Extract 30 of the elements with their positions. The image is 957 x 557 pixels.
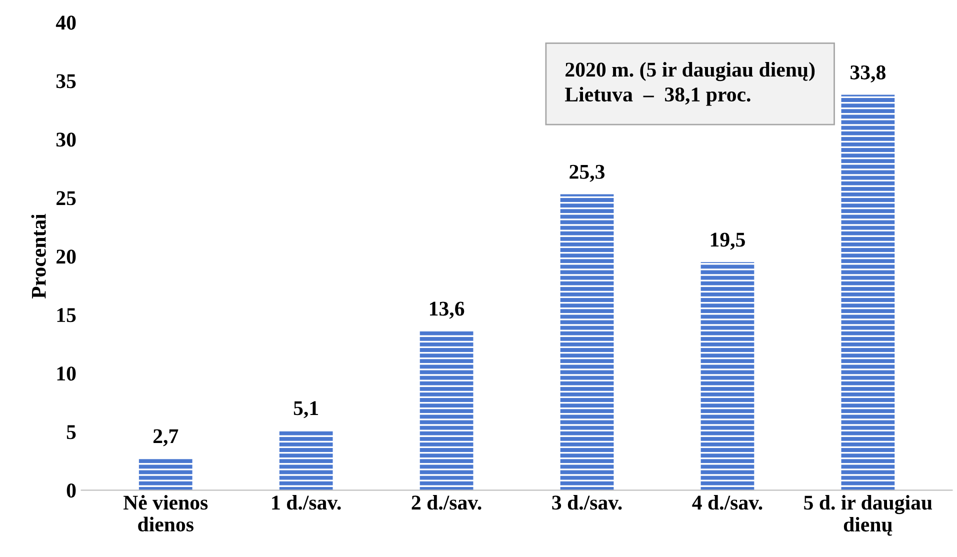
bar <box>138 458 192 490</box>
y-tick-label: 0 <box>66 484 76 498</box>
y-tick-label: 35 <box>56 74 76 88</box>
bar <box>560 194 614 490</box>
data-label: 13,6 <box>430 302 464 319</box>
bar <box>841 94 895 490</box>
x-tick-label: 2 d./sav. <box>412 495 482 510</box>
data-label: 2,7 <box>153 429 178 446</box>
y-tick-label: 5 <box>66 425 76 440</box>
x-tick-label: 1 d./sav. <box>272 495 341 510</box>
bar <box>279 430 333 490</box>
y-tick-label: 25 <box>56 191 76 206</box>
x-tick-label: Nė vienos dienos <box>123 495 208 532</box>
annotation: 2020 m. (5 ir daugiau dienų) <box>566 62 815 82</box>
bar <box>700 262 754 490</box>
annotation: Lietuva – 38,1 proc. <box>565 86 750 106</box>
data-label: 5,1 <box>294 401 318 418</box>
x-tick-label: 3 d./sav. <box>552 495 622 510</box>
data-label: 25,3 <box>570 164 605 182</box>
y-tick-label: 40 <box>56 16 76 30</box>
x-tick-label: 5 d. ir daugiau dienų <box>804 495 932 536</box>
y-tick-label: 30 <box>56 132 76 147</box>
y-tick-label: 20 <box>56 250 76 264</box>
data-label: 19,5 <box>710 232 745 250</box>
y-tick-label: 15 <box>57 308 76 322</box>
bar <box>420 331 474 490</box>
y-tick-label: 10 <box>57 366 76 381</box>
x-tick-label: 4 d./sav. <box>692 495 762 510</box>
data-label: 33,8 <box>850 65 886 82</box>
y-axis-title: Procentai <box>31 214 46 298</box>
